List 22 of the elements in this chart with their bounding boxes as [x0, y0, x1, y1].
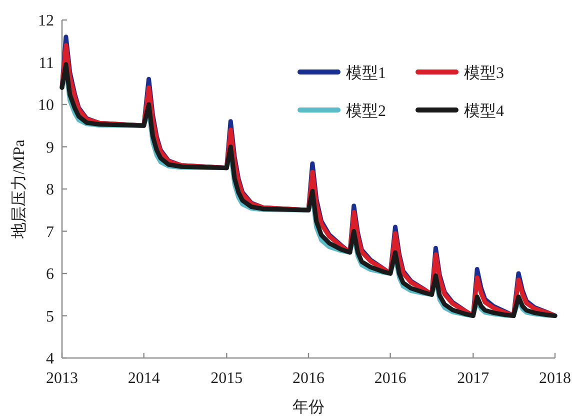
legend-label: 模型3: [464, 64, 504, 82]
x-tick-label: 2013: [46, 370, 78, 387]
x-tick-label: 2016: [374, 370, 406, 387]
y-tick-label: 6: [46, 266, 54, 283]
y-tick-label: 10: [38, 97, 54, 114]
y-tick-label: 9: [46, 139, 54, 156]
y-tick-label: 8: [46, 182, 54, 198]
x-tick-label: 2014: [128, 370, 160, 387]
y-tick-label: 11: [38, 54, 54, 72]
y-tick-label: 12: [38, 12, 54, 30]
x-tick-label: 2017: [457, 370, 490, 387]
x-tick-label: 2016: [292, 370, 324, 387]
legend-label: 模型2: [346, 102, 386, 120]
y-tick-label: 7: [46, 224, 54, 241]
x-tick-label: 2015: [210, 370, 243, 387]
x-tick-label: 2018: [539, 370, 571, 387]
legend-label: 模型1: [346, 64, 386, 82]
y-axis-title: 地层压力/MPa: [10, 140, 28, 240]
x-axis-title: 年份: [292, 399, 324, 416]
y-tick-label: 4: [46, 350, 54, 368]
legend-label: 模型4: [464, 102, 504, 120]
y-tick-label: 5: [46, 308, 54, 326]
